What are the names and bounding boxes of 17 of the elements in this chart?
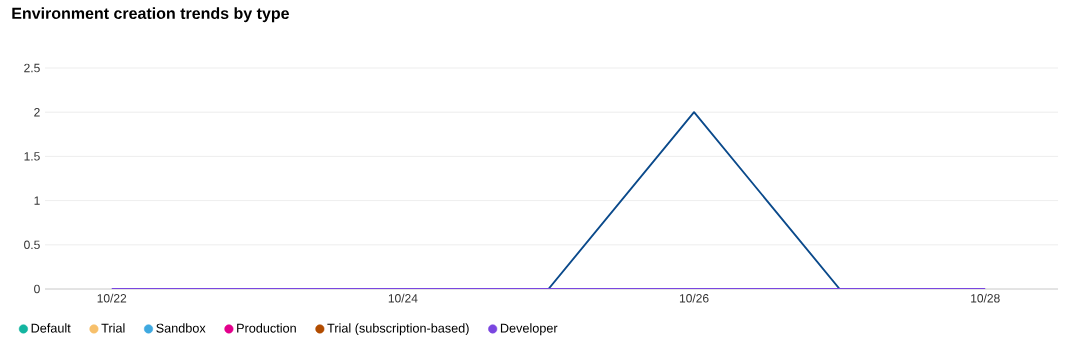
- x-tick-label: 10/24: [388, 293, 418, 303]
- legend-label: Production: [237, 323, 296, 333]
- y-tick-label: 2.5: [24, 63, 40, 73]
- x-tick-label: 10/22: [97, 293, 127, 303]
- legend-label: Sandbox: [156, 323, 206, 333]
- legend-label: Default: [31, 323, 71, 333]
- y-tick-label: 1.5: [24, 152, 40, 161]
- chart-title: Environment creation trends by type: [12, 7, 289, 23]
- x-tick-label: 10/26: [679, 293, 709, 303]
- legend-label: Trial (subscription-based): [327, 323, 469, 336]
- y-tick-label: 1: [34, 196, 40, 205]
- x-tick-label: 10/28: [971, 293, 1000, 303]
- legend-label: Developer: [500, 323, 558, 336]
- y-tick-label: 2: [34, 108, 40, 117]
- y-tick-label: 0.5: [24, 240, 40, 250]
- y-tick-label: 0: [34, 284, 40, 294]
- legend-label: Trial: [101, 323, 125, 333]
